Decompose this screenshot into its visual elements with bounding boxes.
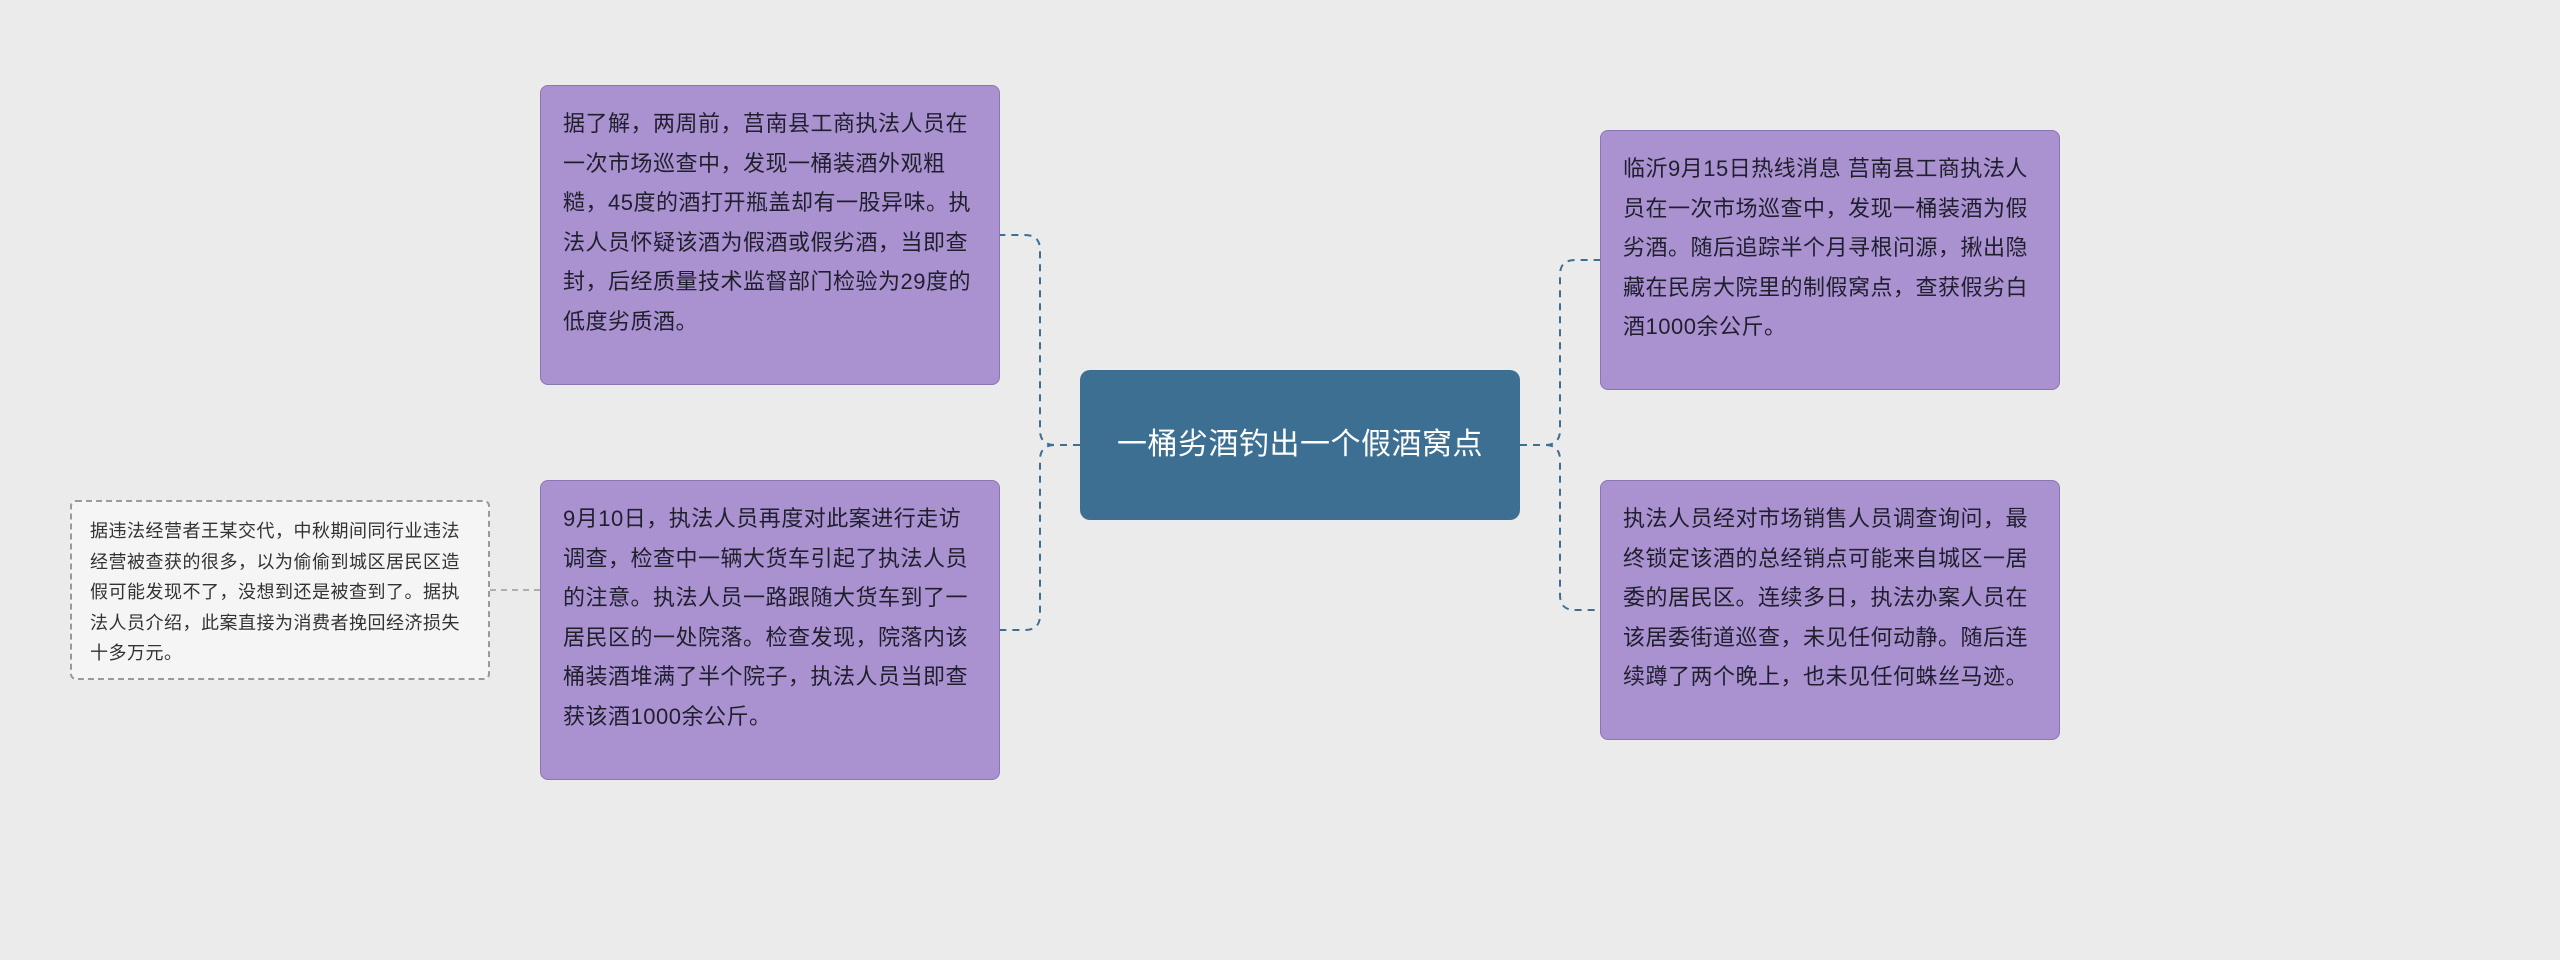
mindmap-canvas: 一桶劣酒钓出一个假酒窝点 据了解，两周前，莒南县工商执法人员在一次市场巡查中，发… [0,0,2560,960]
branch-text: 临沂9月15日热线消息 莒南县工商执法人员在一次市场巡查中，发现一桶装酒为假劣酒… [1623,156,2028,339]
branch-left-bottom[interactable]: 9月10日，执法人员再度对此案进行走访调查，检查中一辆大货车引起了执法人员的注意… [540,480,1000,780]
central-node[interactable]: 一桶劣酒钓出一个假酒窝点 [1080,370,1520,520]
branch-left-top[interactable]: 据了解，两周前，莒南县工商执法人员在一次市场巡查中，发现一桶装酒外观粗糙，45度… [540,85,1000,385]
branch-right-top[interactable]: 临沂9月15日热线消息 莒南县工商执法人员在一次市场巡查中，发现一桶装酒为假劣酒… [1600,130,2060,390]
sub-node[interactable]: 据违法经营者王某交代，中秋期间同行业违法经营被查获的很多，以为偷偷到城区居民区造… [70,500,490,680]
branch-text: 据了解，两周前，莒南县工商执法人员在一次市场巡查中，发现一桶装酒外观粗糙，45度… [563,111,971,334]
sub-node-text: 据违法经营者王某交代，中秋期间同行业违法经营被查获的很多，以为偷偷到城区居民区造… [90,521,460,663]
central-node-text: 一桶劣酒钓出一个假酒窝点 [1117,421,1483,469]
branch-text: 执法人员经对市场销售人员调查询问，最终锁定该酒的总经销点可能来自城区一居委的居民… [1623,506,2028,689]
branch-text: 9月10日，执法人员再度对此案进行走访调查，检查中一辆大货车引起了执法人员的注意… [563,506,968,729]
branch-right-bottom[interactable]: 执法人员经对市场销售人员调查询问，最终锁定该酒的总经销点可能来自城区一居委的居民… [1600,480,2060,740]
